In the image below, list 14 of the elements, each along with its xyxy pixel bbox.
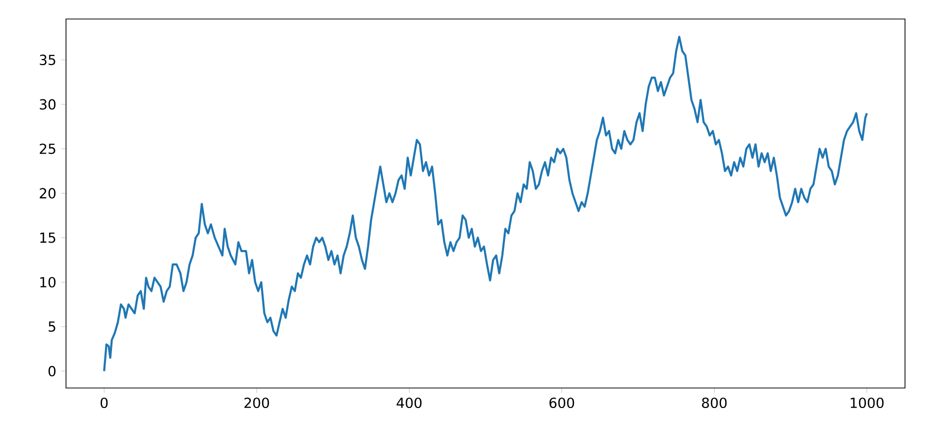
x-tick-label: 400 [396, 398, 422, 408]
y-tick-label: 25 [40, 144, 56, 154]
x-tick-label: 600 [550, 398, 574, 408]
x-tick-label: 200 [244, 398, 269, 408]
x-tick-label: 800 [702, 398, 727, 408]
y-tick-label: 30 [40, 99, 56, 110]
x-tick-label: 1000 [850, 398, 884, 408]
x-tick-label: 0 [100, 398, 108, 408]
y-tick-label: 10 [40, 276, 56, 288]
y-tick-label: 15 [40, 232, 56, 243]
y-tick-label: 20 [40, 188, 56, 199]
y-tick-label: 35 [40, 54, 56, 66]
y-tick-label: 0 [48, 366, 56, 376]
y-tick-label: 5 [48, 322, 56, 332]
